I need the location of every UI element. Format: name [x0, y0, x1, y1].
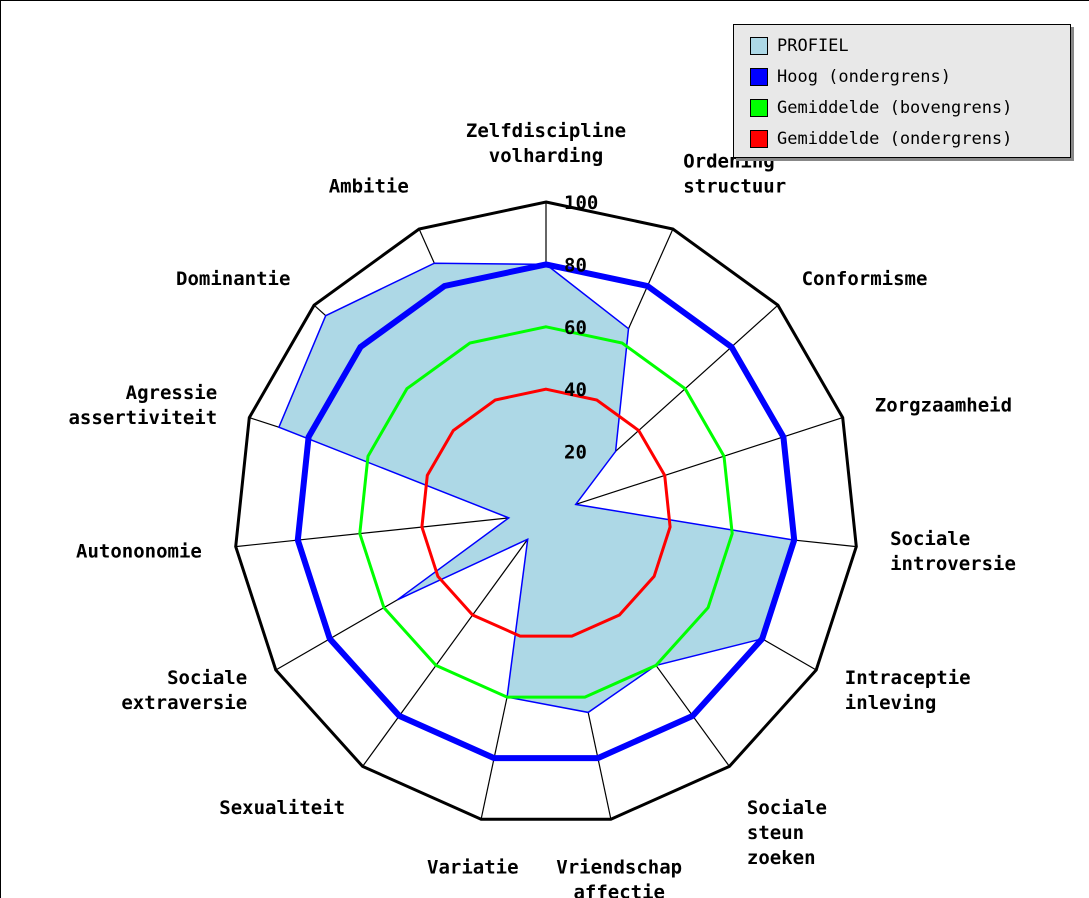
outer-frame	[234, 200, 858, 821]
axis-label-sexualiteit: Sexualiteit	[219, 797, 345, 819]
legend: PROFIEL Hoog (ondergrens) Gemiddelde (bo…	[733, 24, 1071, 158]
spoke-zorgzaamheid	[545, 417, 843, 515]
axis-label-sociale: Sociale extraversie	[121, 667, 247, 714]
legend-label-profiel: PROFIEL	[777, 35, 849, 56]
series-gemiddelde-ondergrens	[420, 387, 672, 638]
tick-label-100: 100	[564, 192, 598, 214]
legend-item-hoog: Hoog (ondergrens)	[750, 61, 1070, 92]
axis-label-autononomie: Autononomie	[76, 540, 202, 562]
series-profiel	[277, 262, 796, 714]
series-hoog-ondergrens	[294, 261, 798, 762]
axis-label-sociale: Sociale steun zoeken	[747, 797, 827, 869]
tick-label-20: 20	[564, 442, 587, 464]
legend-label-hoog: Hoog (ondergrens)	[777, 66, 951, 87]
axis-label-ambitie: Ambitie	[329, 175, 409, 197]
axis-label-sociale: Sociale introversie	[890, 528, 1016, 575]
legend-label-gemiddelde-boven: Gemiddelde (bovengrens)	[777, 97, 1013, 118]
spoke-autononomie	[235, 513, 547, 548]
legend-label-gemiddelde-onder: Gemiddelde (ondergrens)	[777, 128, 1013, 149]
series-gemiddelde-bovengrens	[358, 325, 734, 699]
axis-label-zelfdiscipline: Zelfdiscipline volharding	[466, 120, 626, 167]
axis-label-conformisme: Conformisme	[802, 268, 928, 290]
legend-swatch-hoog	[750, 67, 768, 86]
axis-label-vriendschap: Vriendschap affectie	[556, 856, 682, 898]
tick-label-80: 80	[564, 254, 587, 276]
tick-label-60: 60	[564, 317, 587, 339]
outer-polygon	[234, 200, 858, 821]
spoke-sexualiteit	[362, 513, 547, 767]
axis-label-zorgzaamheid: Zorgzaamheid	[875, 395, 1012, 417]
axis-label-variatie: Variatie	[427, 856, 519, 878]
tick-label-40: 40	[564, 379, 587, 401]
legend-item-gemiddelde-boven: Gemiddelde (bovengrens)	[750, 92, 1070, 123]
legend-item-profiel: PROFIEL	[750, 30, 1070, 61]
legend-swatch-profiel	[750, 36, 768, 55]
tick-labels: 20 40 60 80 100	[564, 192, 598, 464]
category-labels: Zelfdiscipline volharding Ordening structuu…	[68, 120, 1015, 898]
axis-label-agressie: Agressie assertiviteit	[68, 382, 217, 429]
series-layer	[277, 261, 798, 762]
axis-label-intraceptie: Intraceptie inleving	[845, 667, 971, 714]
axis-label-dominantie: Dominantie	[176, 268, 290, 290]
legend-swatch-gemiddelde-boven	[750, 98, 768, 117]
legend-item-gemiddelde-onder: Gemiddelde (ondergrens)	[750, 123, 1070, 154]
legend-swatch-gemiddelde-onder	[750, 129, 768, 148]
